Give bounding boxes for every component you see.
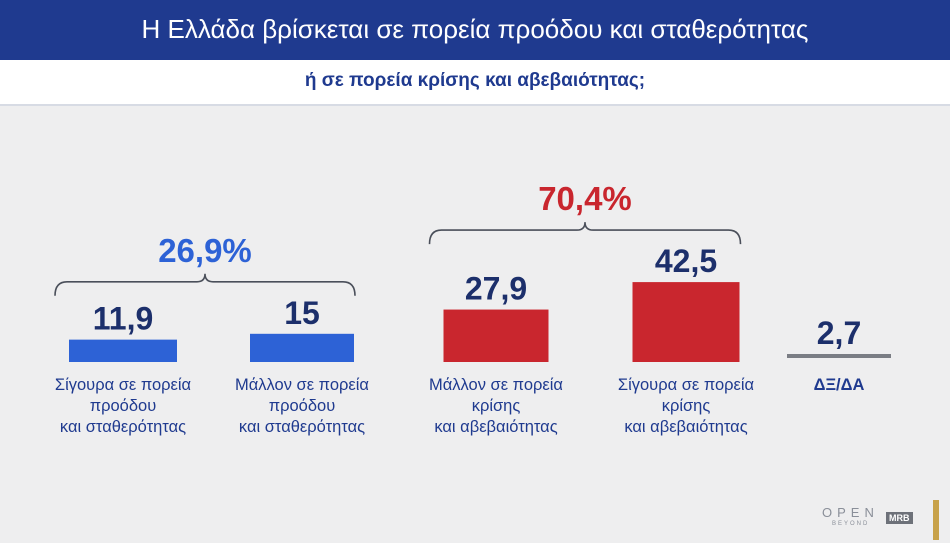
- category-label-3-line-1: Μάλλον σε πορεία: [429, 376, 563, 394]
- group-total-1: 26,9%: [158, 232, 252, 269]
- bar-4: [632, 282, 740, 362]
- category-label-1-line-1: Σίγουρα σε πορεία: [55, 376, 192, 394]
- category-label-4-line-1: Σίγουρα σε πορεία: [618, 376, 755, 394]
- group-bracket-2: [428, 222, 742, 245]
- category-label-3-line-2: κρίσης: [472, 397, 521, 415]
- bar-1: [69, 339, 177, 362]
- category-label-3-line-3: και αβεβαιότητας: [434, 418, 557, 436]
- category-label-2-line-1: Μάλλον σε πορεία: [235, 376, 369, 394]
- category-label-2-line-3: και σταθερότητας: [239, 418, 365, 436]
- value-label-2: 15: [284, 295, 320, 331]
- value-label-3: 27,9: [465, 271, 527, 307]
- chart-title: Η Ελλάδα βρίσκεται σε πορεία προόδου και…: [141, 14, 809, 44]
- category-label-4-line-2: κρίσης: [662, 397, 711, 415]
- category-label-4-line-3: και αβεβαιότητας: [624, 418, 747, 436]
- bar-dkna: [787, 354, 891, 358]
- value-label-4: 42,5: [655, 243, 717, 279]
- category-label-1-line-3: και σταθερότητας: [60, 418, 186, 436]
- category-label-5-line-1: ΔΞ/ΔΑ: [814, 376, 865, 394]
- group-total-2: 70,4%: [538, 180, 632, 217]
- subtitle-bar: ή σε πορεία κρίσης και αβεβαιότητας;: [0, 60, 950, 106]
- value-label-1: 11,9: [93, 301, 154, 337]
- edge-accent: [933, 500, 939, 540]
- chart-subtitle: ή σε πορεία κρίσης και αβεβαιότητας;: [304, 70, 646, 91]
- header-bar: Η Ελλάδα βρίσκεται σε πορεία προόδου και…: [0, 0, 950, 60]
- bar-2: [250, 333, 354, 362]
- mrb-logo: MRB: [886, 512, 913, 524]
- category-label-2-line-2: προόδου: [269, 397, 336, 415]
- open-logo-sub: BEYOND: [832, 521, 870, 527]
- value-label-5: 2,7: [817, 315, 861, 351]
- bar-3: [443, 309, 549, 362]
- group-bracket-1: [54, 273, 356, 296]
- open-logo: OPEN: [822, 505, 879, 520]
- category-label-1-line-2: προόδου: [90, 397, 157, 415]
